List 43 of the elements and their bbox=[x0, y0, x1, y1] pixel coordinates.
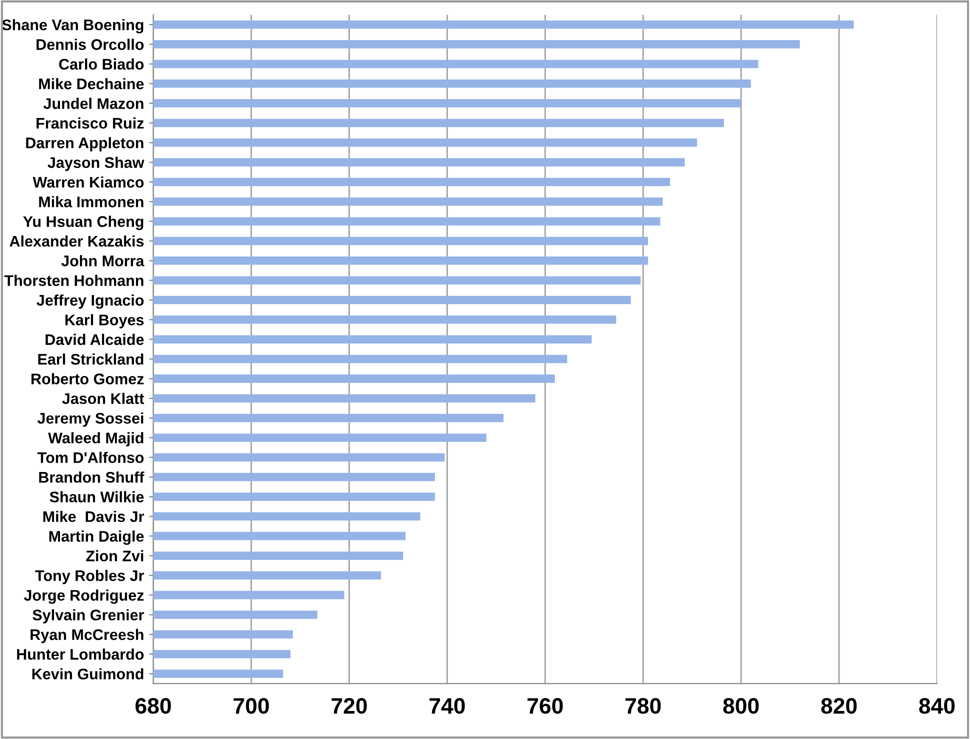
y-tick-label: Francisco Ruiz bbox=[36, 117, 144, 129]
y-tick-label: Jundel Mazon bbox=[43, 98, 144, 109]
y-tick-label: Brandon Shuff bbox=[39, 472, 144, 483]
x-tick-label: 680 bbox=[136, 698, 171, 714]
y-tick-label: Tony Robles Jr bbox=[35, 570, 144, 584]
x-tick-label: 820 bbox=[821, 698, 857, 714]
y-tick-label: Zion Zvi bbox=[86, 550, 144, 562]
y-tick-label: Mika Immonen bbox=[39, 196, 144, 208]
y-tick-label: Yu Hsuan Cheng bbox=[23, 216, 144, 230]
y-tick-label: Darren Appleton bbox=[26, 137, 144, 152]
x-tick-label: 720 bbox=[332, 698, 367, 714]
y-tick-label: Jason Klatt bbox=[62, 392, 144, 404]
y-tick-label: Jayson Shaw bbox=[48, 156, 144, 172]
x-tick-label: 780 bbox=[626, 698, 661, 714]
y-tick-label: Jorge Rodriguez bbox=[24, 590, 144, 604]
y-tick-label: Thorsten Hohmann bbox=[4, 274, 144, 286]
y-tick-label: Jeremy Sossei bbox=[37, 412, 144, 427]
y-tick-label: Mike Dechaine bbox=[39, 78, 144, 90]
y-tick-label: David Alcaide bbox=[46, 334, 144, 346]
x-tick-label: 840 bbox=[919, 698, 955, 714]
y-tick-label: Martin Daigle bbox=[49, 530, 144, 545]
y-tick-label: Tom D'Alfonso bbox=[38, 452, 144, 464]
y-tick-label: Karl Boyes bbox=[65, 314, 144, 328]
y-tick-label: Hunter Lombardo bbox=[17, 648, 144, 660]
y-tick-label: Earl Strickland bbox=[38, 353, 144, 365]
y-tick-label: Shane Van Boening bbox=[2, 19, 144, 34]
y-tick-label: John Morra bbox=[61, 255, 144, 266]
y-tick-label: Alexander Kazakis bbox=[10, 235, 144, 247]
y-tick-label: Roberto Gomez bbox=[32, 373, 144, 384]
y-tick-label: Shaun Wilkie bbox=[50, 491, 144, 502]
y-tick-label: Mike Davis Jr bbox=[43, 510, 144, 522]
x-tick-label: 760 bbox=[528, 698, 563, 714]
y-tick-label: Carlo Biado bbox=[59, 58, 144, 70]
y-tick-label: Warren Kiamco bbox=[32, 176, 144, 188]
y-tick-label: Waleed Majid bbox=[48, 432, 144, 446]
x-tick-label: 740 bbox=[430, 698, 465, 714]
x-tick-label: 800 bbox=[723, 698, 759, 714]
y-tick-label: Jeffrey Ignacio bbox=[36, 294, 144, 309]
y-tick-label: Dennis Orcollo bbox=[36, 38, 144, 50]
y-tick-label: Ryan McCreesh bbox=[30, 628, 144, 644]
y-tick-label: Sylvain Grenier bbox=[32, 609, 144, 624]
y-tick-label: Kevin Guimond bbox=[32, 668, 144, 680]
x-tick-label: 700 bbox=[234, 698, 269, 714]
